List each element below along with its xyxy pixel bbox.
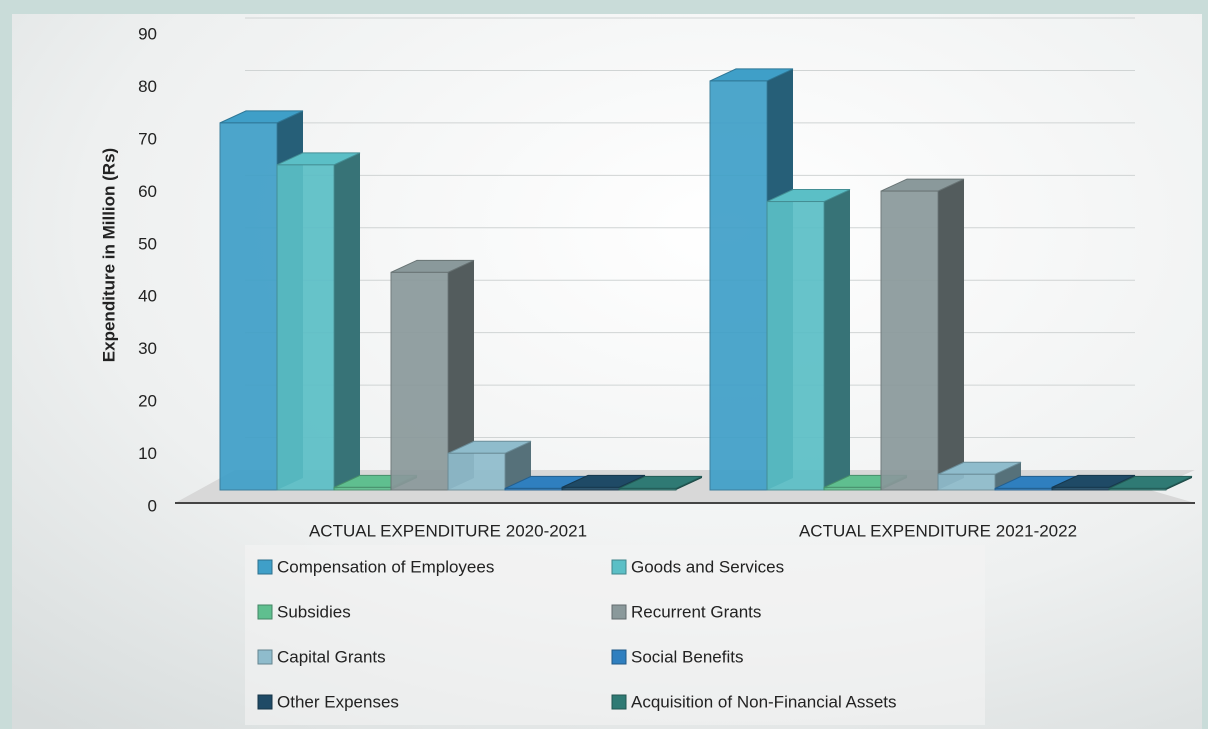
y-tick-label: 40: [138, 287, 157, 306]
bar: [219, 122, 278, 491]
x-tick-label: ACTUAL EXPENDITURE 2021-2022: [799, 521, 1077, 540]
bar: [994, 487, 1053, 491]
y-tick-label: 0: [148, 496, 157, 515]
bar-side: [334, 152, 360, 490]
bar: [561, 486, 620, 491]
x-tick-label: ACTUAL EXPENDITURE 2020-2021: [309, 521, 587, 540]
bar: [1051, 486, 1110, 491]
bar-side: [505, 441, 531, 490]
legend-swatch: [257, 604, 273, 620]
legend-swatch: [611, 694, 627, 710]
legend-label: Subsidies: [277, 602, 351, 621]
bar-side: [448, 260, 474, 490]
bar: [447, 452, 506, 491]
y-tick-label: 70: [138, 129, 157, 148]
bar: [766, 201, 825, 491]
legend-swatch: [611, 604, 627, 620]
y-tick-label: 10: [138, 444, 157, 463]
bar: [333, 486, 392, 491]
legend-swatch: [257, 649, 273, 665]
bar: [880, 190, 939, 491]
legend-label: Recurrent Grants: [631, 602, 761, 621]
legend-swatch: [611, 559, 627, 575]
legend-label: Goods and Services: [631, 557, 784, 576]
y-axis-label: Expenditure in Million (Rs): [99, 148, 118, 362]
legend-label: Acquisition of Non-Financial Assets: [631, 692, 897, 711]
legend-swatch: [611, 649, 627, 665]
bar: [1108, 487, 1167, 491]
bar: [504, 487, 563, 491]
y-tick-label: 90: [138, 24, 157, 43]
y-tick-label: 30: [138, 339, 157, 358]
bar: [709, 80, 768, 491]
legend-swatch: [257, 559, 273, 575]
bar-side: [938, 179, 964, 491]
bar: [618, 487, 677, 491]
legend-label: Other Expenses: [277, 692, 399, 711]
bar-side: [995, 462, 1021, 490]
y-tick-label: 50: [138, 234, 157, 253]
bar: [276, 164, 335, 491]
legend-label: Compensation of Employees: [277, 557, 494, 576]
bar: [390, 271, 449, 491]
legend-label: Capital Grants: [277, 647, 386, 666]
bar-side: [824, 189, 850, 491]
legend-swatch: [257, 694, 273, 710]
y-tick-label: 20: [138, 392, 157, 411]
y-tick-label: 60: [138, 182, 157, 201]
bar: [937, 473, 996, 491]
legend-label: Social Benefits: [631, 647, 743, 666]
bar: [823, 486, 882, 491]
y-tick-label: 80: [138, 77, 157, 96]
